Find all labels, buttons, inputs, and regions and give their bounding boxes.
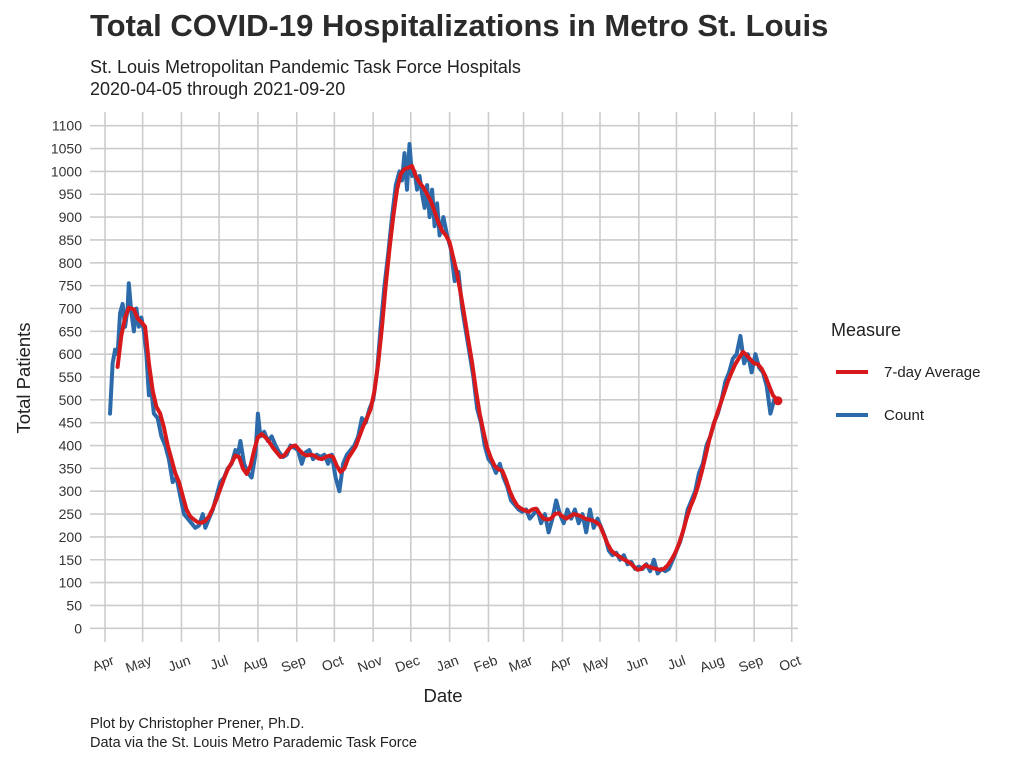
y-tick-label: 500 [59, 392, 83, 408]
y-axis-ticks: 0 50 100 150 200 250 300 350 400 450 500 550 600 650 7… [51, 118, 82, 637]
y-tick-label: 250 [59, 506, 83, 522]
x-tick-label: Sep [736, 652, 765, 676]
y-tick-label: 650 [59, 323, 83, 339]
x-tick-label: Oct [777, 652, 803, 675]
grid-lines [90, 112, 798, 642]
series-line-7-day-average [115, 163, 780, 572]
x-tick-label: Mar [506, 652, 534, 675]
series-lines [108, 142, 783, 576]
subtitle-line-1: St. Louis Metropolitan Pandemic Task For… [90, 57, 521, 77]
x-tick-label: Apr [547, 652, 573, 675]
y-tick-label: 600 [59, 346, 83, 362]
y-tick-label: 50 [66, 597, 82, 613]
legend-label-count: Count [884, 407, 925, 424]
x-tick-label: May [581, 652, 611, 676]
series-endpoint-7-day-average [773, 396, 783, 406]
y-tick-label: 1050 [51, 141, 82, 157]
x-tick-label: Jul [665, 652, 687, 673]
x-tick-label: Oct [319, 652, 345, 675]
chart-caption: Plot by Christopher Prener, Ph.D. Data v… [90, 715, 417, 753]
x-tick-label: Aug [697, 652, 726, 676]
y-tick-label: 300 [59, 483, 83, 499]
x-tick-label: Apr [90, 652, 116, 675]
y-tick-label: 0 [74, 620, 82, 636]
y-tick-label: 700 [59, 300, 83, 316]
y-tick-label: 350 [59, 460, 83, 476]
y-axis-title: Total Patients [13, 322, 34, 433]
chart-subtitle: St. Louis Metropolitan Pandemic Task For… [90, 56, 521, 100]
x-tick-label: Aug [240, 652, 269, 676]
x-tick-label: Nov [355, 652, 384, 676]
y-tick-label: 950 [59, 186, 83, 202]
x-tick-label: Jul [208, 652, 230, 673]
x-tick-label: May [123, 652, 153, 676]
caption-line-1: Plot by Christopher Prener, Ph.D. [90, 716, 305, 732]
x-tick-label: Jan [434, 652, 461, 675]
y-tick-label: 550 [59, 369, 83, 385]
legend-label-7-day-average: 7-day Average [884, 364, 980, 381]
y-tick-label: 1100 [52, 118, 82, 134]
x-tick-label: Feb [471, 652, 499, 675]
legend-title: Measure [831, 320, 901, 340]
series-line-count [108, 142, 780, 576]
x-axis-title: Date [423, 685, 462, 706]
y-tick-label: 150 [59, 552, 83, 568]
y-tick-label: 750 [59, 278, 83, 294]
x-tick-label: Jun [166, 652, 193, 675]
y-tick-label: 1000 [51, 163, 82, 179]
subtitle-line-2: 2020-04-05 through 2021-09-20 [90, 79, 346, 99]
y-tick-label: 900 [59, 209, 83, 225]
x-tick-label: Sep [279, 652, 308, 676]
y-tick-label: 100 [59, 575, 83, 591]
y-tick-label: 200 [59, 529, 83, 545]
y-tick-label: 800 [59, 255, 83, 271]
chart-title: Total COVID-19 Hospitalizations in Metro… [90, 8, 829, 43]
y-tick-label: 850 [59, 232, 83, 248]
x-tick-label: Jun [623, 652, 650, 675]
x-tick-label: Dec [393, 652, 422, 676]
y-tick-label: 400 [59, 438, 83, 454]
caption-line-2: Data via the St. Louis Metro Parademic T… [90, 735, 417, 751]
legend: Measure 7-day Average Count [831, 320, 980, 424]
y-tick-label: 450 [59, 415, 83, 431]
x-axis-ticks: Apr May Jun Jul Aug Sep Oct Nov Dec Jan Feb Mar Apr M… [90, 652, 803, 676]
